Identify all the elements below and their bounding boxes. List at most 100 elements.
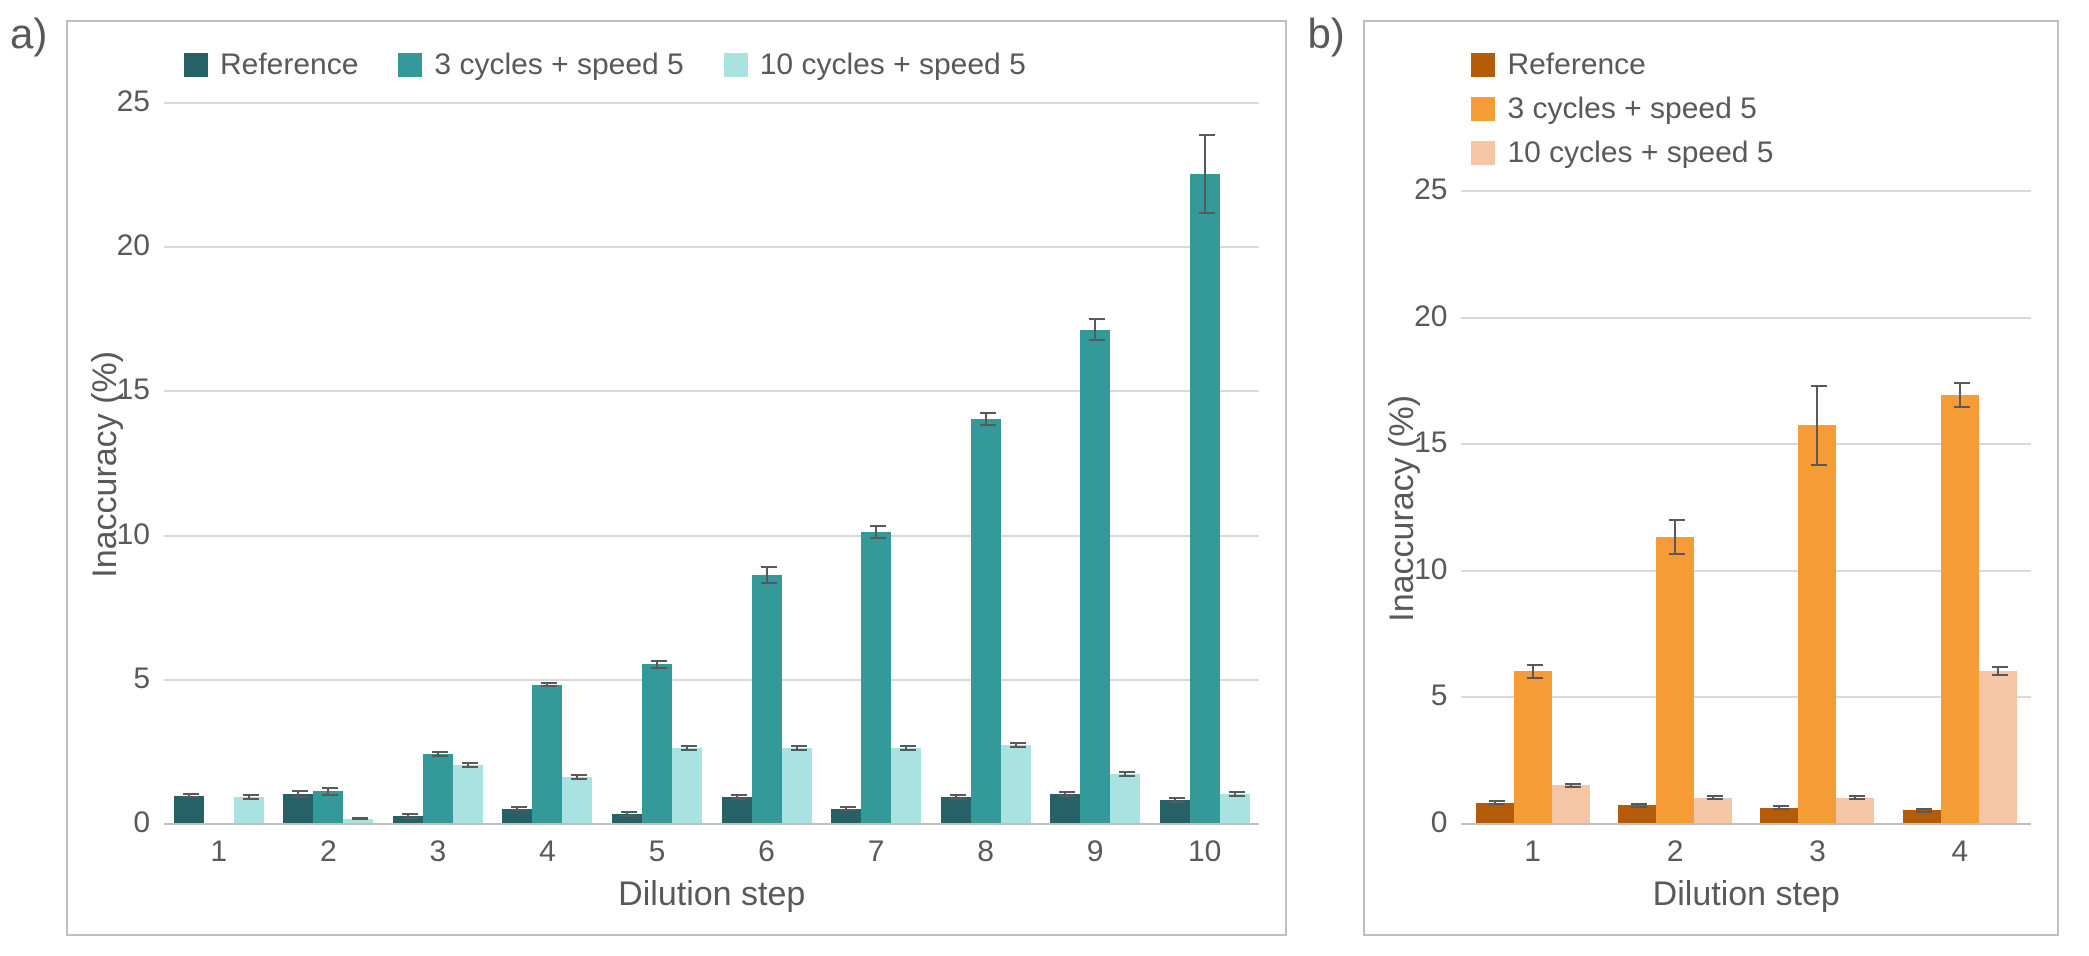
ytick-label: 5 [133, 662, 164, 696]
errorbar-cap [352, 818, 368, 820]
errorbar-cap [1489, 803, 1505, 805]
errorbar-upper [1816, 385, 1818, 426]
chart-b-legend: Reference3 cycles + speed 510 cycles + s… [1471, 48, 2031, 170]
errorbar-lower [467, 765, 469, 768]
bar [174, 796, 204, 823]
chart-b-box: Reference3 cycles + speed 510 cycles + s… [1363, 20, 2059, 936]
bar [612, 814, 642, 823]
errorbar-lower [1778, 808, 1780, 811]
errorbar-lower [736, 797, 738, 800]
errorbar-cap [571, 778, 587, 780]
errorbar-cap [541, 682, 557, 684]
xtick-label: 9 [1040, 835, 1150, 869]
ytick-label: 10 [117, 518, 164, 552]
errorbar-cap [1773, 805, 1789, 807]
bar [453, 765, 483, 823]
bar [672, 748, 702, 823]
chart-a-plot: 0510152025 [164, 102, 1259, 823]
errorbar-cap [1565, 786, 1581, 788]
errorbar-lower [875, 532, 877, 539]
errorbar-lower [327, 791, 329, 795]
errorbar-cap [1059, 795, 1075, 797]
gridline [164, 823, 1259, 825]
bar-group [1604, 190, 1746, 823]
legend-item: 3 cycles + speed 5 [398, 48, 683, 82]
errorbar-cap [1229, 791, 1245, 793]
bar-group [493, 102, 603, 823]
errorbar-lower [1854, 798, 1856, 801]
errorbar-lower [1816, 425, 1818, 466]
ytick-label: 25 [1414, 173, 1461, 207]
errorbar-lower [437, 754, 439, 757]
errorbar-cap [571, 774, 587, 776]
errorbar-cap [243, 794, 259, 796]
ytick-label: 25 [117, 85, 164, 119]
errorbar-lower [1094, 330, 1096, 342]
xtick-label: 1 [164, 835, 274, 869]
bar [831, 809, 861, 823]
chart-a-legend: Reference 3 cycles + speed 5 10 cycles + s… [184, 48, 1259, 82]
errorbar-cap [1992, 666, 2008, 668]
bar-group [274, 102, 384, 823]
ytick-label: 10 [1414, 553, 1461, 587]
errorbar-cap [183, 796, 199, 798]
bar [1552, 785, 1590, 823]
legend-item: Reference [1471, 48, 2031, 82]
legend-label: Reference [1507, 48, 1645, 82]
bar-group [602, 102, 712, 823]
errorbar-upper [1204, 134, 1206, 174]
bar-group [712, 102, 822, 823]
errorbar-lower [1636, 805, 1638, 808]
bar [1001, 745, 1031, 823]
errorbar-lower [1674, 537, 1676, 555]
errorbar-cap [1089, 339, 1105, 341]
errorbar-lower [955, 797, 957, 800]
chart-a-xlabel: Dilution step [164, 875, 1259, 914]
bar [782, 748, 812, 823]
legend-label: 10 cycles + speed 5 [760, 48, 1026, 82]
errorbar-lower [1959, 395, 1961, 408]
errorbar-cap [1199, 212, 1215, 214]
xtick-label: 3 [1746, 835, 1888, 869]
ytick-label: 15 [117, 373, 164, 407]
bar [532, 685, 562, 823]
errorbar-cap [1849, 795, 1865, 797]
errorbar-lower [1204, 174, 1206, 214]
ytick-label: 20 [117, 229, 164, 263]
errorbar-upper [1094, 318, 1096, 330]
panel-label-a: a) [10, 10, 47, 58]
errorbar-cap [1631, 806, 1647, 808]
ytick-label: 0 [1431, 806, 1462, 840]
errorbar-lower [1494, 803, 1496, 806]
errorbar-lower [1570, 785, 1572, 788]
errorbar-cap [840, 809, 856, 811]
bar-group [383, 102, 493, 823]
legend-label: Reference [220, 48, 358, 82]
errorbar-cap [1669, 553, 1685, 555]
xtick-label: 4 [1889, 835, 2031, 869]
errorbar-cap [1707, 798, 1723, 800]
bar [752, 575, 782, 823]
errorbar-cap [322, 787, 338, 789]
xtick-label: 3 [383, 835, 493, 869]
bar [1656, 537, 1694, 823]
bar [1476, 803, 1514, 823]
errorbar-lower [1234, 794, 1236, 797]
errorbar-lower [845, 809, 847, 812]
errorbar-cap [1849, 798, 1865, 800]
bar [1836, 798, 1874, 823]
errorbar-cap [980, 424, 996, 426]
errorbar-upper [766, 566, 768, 575]
bar [313, 791, 343, 823]
errorbar-cap [1992, 674, 2008, 676]
bar [1160, 800, 1190, 823]
xtick-label: 10 [1150, 835, 1260, 869]
errorbar-lower [576, 777, 578, 780]
errorbar-lower [1921, 810, 1923, 813]
bar [722, 797, 752, 823]
errorbar-cap [322, 794, 338, 796]
errorbar-lower [516, 809, 518, 812]
errorbar-lower [248, 797, 250, 800]
bar [343, 819, 373, 823]
xtick-label: 6 [712, 835, 822, 869]
